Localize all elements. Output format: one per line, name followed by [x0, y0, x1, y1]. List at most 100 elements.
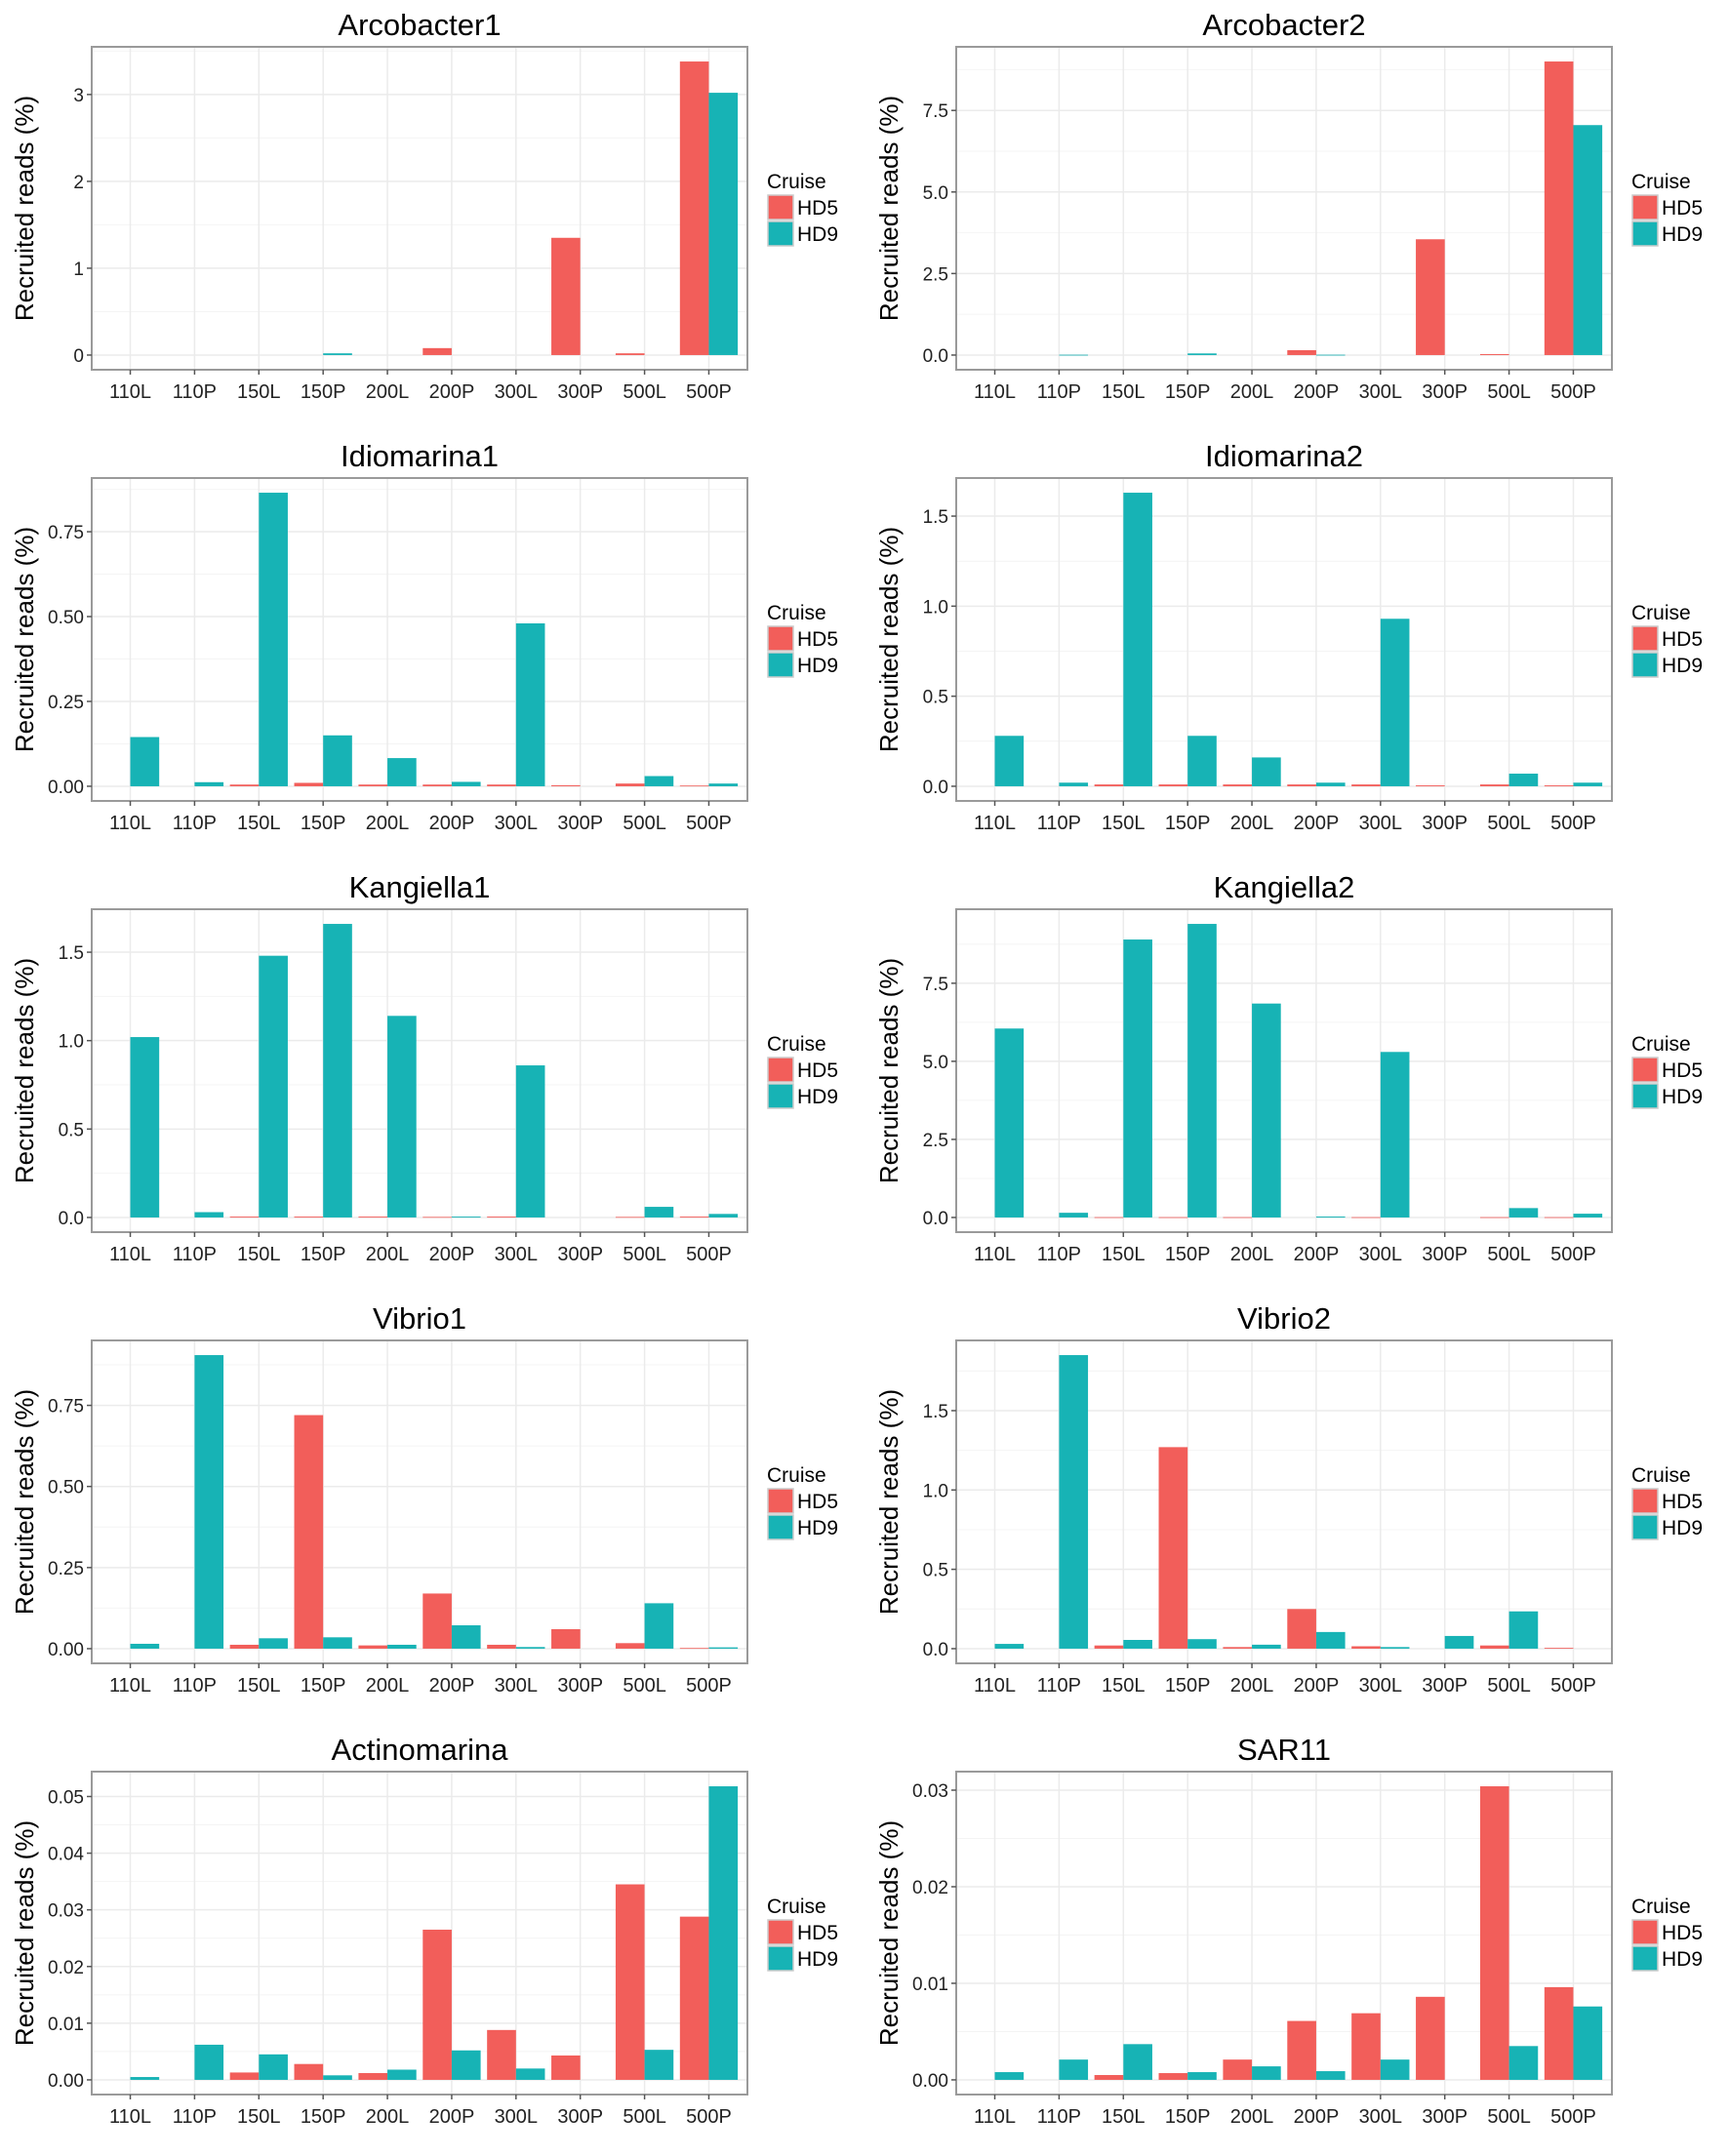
y-tick-label: 0.25 [48, 693, 84, 713]
y-axis-label: Recruited reads (%) [874, 958, 904, 1183]
bar-hd9-200p [451, 1217, 481, 1218]
plot-panel [956, 909, 1612, 1232]
plot-panel [92, 47, 747, 370]
legend-key-hd5 [767, 1919, 794, 1945]
y-tick-label: 2.5 [923, 1131, 948, 1151]
bar-hd5-500p [679, 1648, 709, 1650]
bar-hd9-300p [1444, 1635, 1474, 1649]
bar-hd9-150p [1187, 1639, 1217, 1649]
bar-hd9-200p [1315, 1631, 1346, 1649]
plot-panel [956, 478, 1612, 801]
bar-hd9-150p [323, 2075, 352, 2080]
x-tick-label: 200P [429, 1675, 475, 1697]
bar-hd9-150l [1123, 939, 1152, 1218]
x-tick-label: 500P [1550, 1675, 1596, 1697]
y-axis-label: Recruited reads (%) [10, 96, 39, 321]
bar-hd5-500l [1479, 1645, 1509, 1649]
bar-hd5-500l [615, 1884, 645, 2080]
bar-hd5-500l [615, 783, 645, 786]
y-tick-label: 0.25 [48, 1559, 84, 1579]
x-tick-label: 150P [1165, 1244, 1211, 1265]
x-tick-label: 500P [686, 1675, 732, 1697]
x-tick-label: 200P [429, 381, 475, 403]
x-tick-label: 110L [109, 381, 151, 403]
bar-hd9-200p [451, 2050, 481, 2080]
x-tick-label: 200L [366, 381, 410, 403]
x-tick-label: 200P [1294, 381, 1340, 403]
bar-hd9-500p [708, 1647, 739, 1649]
y-tick-label: 1.0 [59, 1032, 84, 1053]
x-tick-label: 500P [1550, 2106, 1596, 2128]
bar-hd5-200l [1223, 784, 1253, 786]
bar-hd9-500p [1573, 125, 1603, 355]
bar-hd5-150p [294, 782, 324, 786]
bar-hd9-200p [1315, 1216, 1346, 1218]
bar-chart-kangiella1: 0.0 0.5 1.0 1.5 110L 110P 150L 150P 200L 200P 300L… [10, 870, 838, 1265]
bar-hd5-500p [1544, 785, 1574, 786]
bar-hd5-500l [615, 1217, 645, 1218]
x-tick-label: 300P [1422, 381, 1468, 403]
bar-hd9-200l [1252, 1644, 1281, 1649]
bar-hd9-300l [1380, 1052, 1410, 1218]
bar-hd9-150l [259, 955, 288, 1218]
bar-hd5-150l [1094, 2075, 1124, 2080]
legend-label-hd5: HD5 [1662, 1922, 1703, 1944]
bar-hd5-500p [1544, 61, 1574, 355]
legend-key-hd9 [1631, 652, 1659, 678]
bar-hd9-150p [1187, 2072, 1217, 2080]
y-tick-label: 0.0 [59, 1209, 84, 1229]
y-tick-label: 1.5 [59, 943, 84, 964]
legend-title: Cruise [767, 171, 826, 193]
x-tick-label: 300P [557, 813, 603, 834]
bar-hd9-200l [387, 758, 417, 786]
legend-label-hd5: HD5 [1662, 1059, 1703, 1082]
bar-hd9-200p [1315, 2071, 1346, 2080]
y-tick-label: 5.0 [923, 1053, 948, 1073]
bar-hd5-150p [294, 1217, 324, 1218]
bar-hd5-150p [1158, 2073, 1188, 2080]
x-tick-label: 110L [974, 1244, 1016, 1265]
bar-hd5-300p [1416, 1996, 1445, 2080]
bar-chart-actinomarina: 0.00 0.01 0.02 0.03 0.04 0.05 110L 110P 150L 150P… [10, 1733, 838, 2128]
bar-hd5-500p [1544, 1648, 1574, 1649]
legend-label-hd5: HD5 [1662, 1491, 1703, 1513]
chart-title: Vibrio1 [373, 1301, 466, 1336]
x-tick-label: 500L [623, 1675, 666, 1697]
bar-hd9-110l [994, 2072, 1025, 2080]
x-tick-label: 500L [623, 813, 666, 834]
legend-title: Cruise [767, 1033, 826, 1056]
y-tick-label: 0 [73, 346, 84, 367]
legend-label-hd9: HD9 [1662, 655, 1703, 677]
bar-hd9-500l [1508, 1208, 1539, 1218]
bar-hd9-110p [194, 2044, 224, 2080]
bar-hd9-200p [1315, 782, 1346, 786]
bar-hd5-500l [615, 1643, 645, 1649]
x-tick-label: 110P [173, 1675, 217, 1697]
bar-hd5-300l [487, 1217, 516, 1218]
x-tick-label: 110L [109, 1675, 151, 1697]
x-tick-label: 500L [1487, 1244, 1531, 1265]
x-tick-label: 500L [1487, 1675, 1531, 1697]
bar-hd5-500p [679, 1217, 709, 1218]
bar-hd5-200p [422, 784, 452, 786]
legend-label-hd5: HD5 [797, 1922, 838, 1944]
x-tick-label: 150P [1165, 813, 1211, 834]
chart-title: Idiomarina2 [1205, 439, 1363, 473]
y-axis-label: Recruited reads (%) [10, 958, 39, 1183]
bar-hd5-150p [294, 1415, 324, 1649]
bar-hd5-300l [1351, 1646, 1381, 1649]
x-tick-label: 500P [686, 1244, 732, 1265]
bar-chart-sar11: 0.00 0.01 0.02 0.03 110L 110P 150L 150P 200L 200P… [874, 1733, 1703, 2128]
x-tick-label: 200P [429, 1244, 475, 1265]
x-tick-label: 200L [1230, 381, 1274, 403]
x-tick-label: 300P [1422, 1244, 1468, 1265]
x-tick-label: 200P [1294, 1244, 1340, 1265]
x-tick-label: 200L [1230, 2106, 1274, 2128]
y-tick-label: 0.50 [48, 1478, 84, 1498]
legend-key-hd5 [1631, 1488, 1659, 1514]
x-tick-label: 200L [1230, 813, 1274, 834]
y-tick-label: 0.0 [923, 346, 948, 367]
bar-hd9-110l [994, 1644, 1025, 1649]
bar-hd5-200p [422, 1593, 452, 1649]
bar-hd5-200l [358, 784, 388, 786]
